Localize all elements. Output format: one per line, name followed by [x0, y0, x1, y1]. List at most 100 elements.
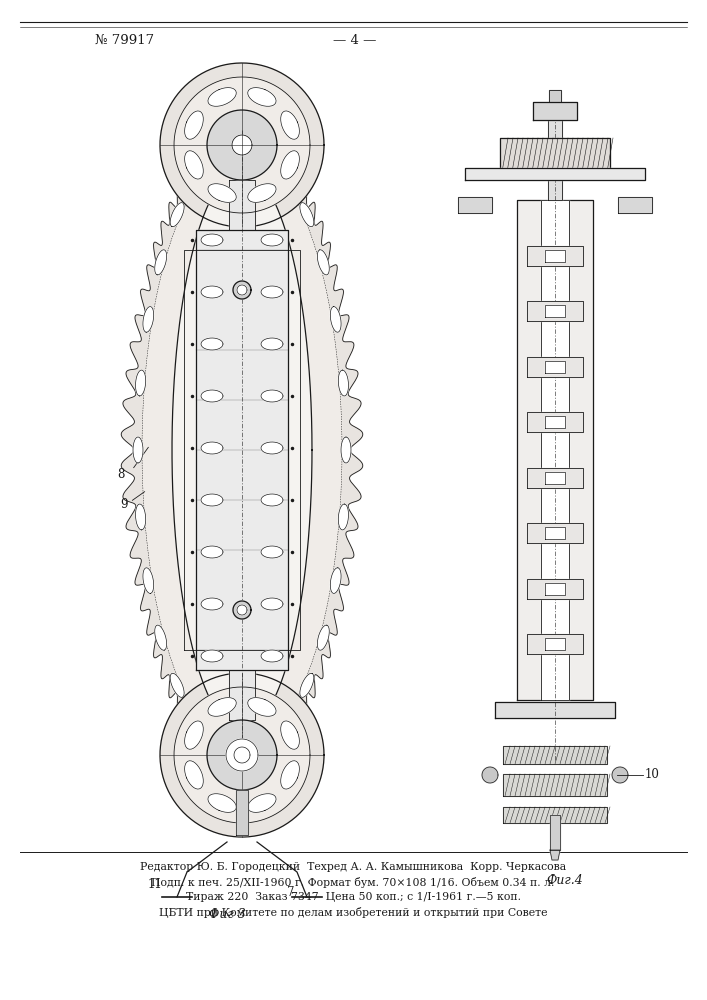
Polygon shape	[300, 673, 314, 697]
Polygon shape	[482, 767, 498, 783]
Polygon shape	[185, 111, 204, 139]
Polygon shape	[550, 815, 560, 850]
Text: — 4 —: — 4 —	[333, 33, 377, 46]
Text: 10: 10	[645, 768, 660, 782]
Polygon shape	[261, 494, 283, 506]
Polygon shape	[232, 135, 252, 155]
Polygon shape	[548, 110, 562, 200]
Polygon shape	[201, 650, 223, 662]
Polygon shape	[550, 850, 560, 860]
Polygon shape	[281, 721, 299, 749]
Polygon shape	[545, 472, 565, 484]
Polygon shape	[545, 583, 565, 595]
Polygon shape	[527, 579, 583, 599]
Polygon shape	[612, 767, 628, 783]
Polygon shape	[549, 90, 561, 102]
Polygon shape	[196, 230, 288, 670]
Polygon shape	[261, 234, 283, 246]
Polygon shape	[339, 370, 349, 396]
Polygon shape	[545, 305, 565, 317]
Polygon shape	[503, 774, 607, 796]
Polygon shape	[133, 437, 143, 463]
Polygon shape	[142, 153, 342, 747]
Polygon shape	[234, 747, 250, 763]
Polygon shape	[247, 88, 276, 106]
Polygon shape	[503, 746, 607, 764]
Polygon shape	[208, 698, 236, 716]
Polygon shape	[330, 307, 341, 332]
Polygon shape	[527, 246, 583, 266]
Text: Фиг 3: Фиг 3	[209, 908, 245, 920]
Polygon shape	[247, 698, 276, 716]
Polygon shape	[527, 357, 583, 377]
Polygon shape	[232, 745, 252, 765]
Polygon shape	[503, 807, 607, 823]
Polygon shape	[229, 670, 255, 720]
Polygon shape	[500, 138, 610, 172]
Polygon shape	[261, 338, 283, 350]
Polygon shape	[208, 735, 230, 752]
Polygon shape	[527, 301, 583, 321]
Polygon shape	[254, 148, 276, 165]
Polygon shape	[527, 412, 583, 432]
Polygon shape	[545, 416, 565, 428]
Polygon shape	[136, 504, 146, 530]
Polygon shape	[172, 170, 312, 730]
Polygon shape	[237, 285, 247, 295]
Text: 7: 7	[287, 886, 295, 898]
Polygon shape	[201, 234, 223, 246]
Polygon shape	[143, 568, 153, 593]
Polygon shape	[281, 111, 299, 139]
Polygon shape	[300, 203, 314, 227]
Polygon shape	[261, 598, 283, 610]
Polygon shape	[533, 102, 577, 120]
Polygon shape	[317, 250, 329, 275]
Polygon shape	[208, 794, 236, 812]
Polygon shape	[174, 687, 310, 823]
Polygon shape	[170, 673, 184, 697]
Polygon shape	[341, 437, 351, 463]
Polygon shape	[155, 625, 167, 650]
Polygon shape	[545, 638, 565, 650]
Polygon shape	[155, 250, 167, 275]
Polygon shape	[281, 761, 299, 789]
Polygon shape	[201, 390, 223, 402]
Polygon shape	[201, 442, 223, 454]
Polygon shape	[330, 568, 341, 593]
Polygon shape	[279, 168, 296, 190]
Polygon shape	[261, 650, 283, 662]
Polygon shape	[281, 151, 299, 179]
Polygon shape	[317, 625, 329, 650]
Polygon shape	[208, 148, 230, 165]
Polygon shape	[458, 197, 492, 213]
Polygon shape	[279, 710, 296, 732]
Polygon shape	[261, 442, 283, 454]
Text: 9: 9	[120, 498, 127, 512]
Text: Тираж 220  Заказ 7347  Цена 50 коп.; с 1/I-1961 г.—5 коп.: Тираж 220 Заказ 7347 Цена 50 коп.; с 1/I…	[185, 892, 520, 902]
Polygon shape	[185, 721, 204, 749]
Polygon shape	[136, 370, 146, 396]
Polygon shape	[207, 720, 277, 790]
Text: 8: 8	[117, 468, 124, 482]
Polygon shape	[517, 200, 593, 700]
Polygon shape	[121, 132, 363, 768]
Polygon shape	[495, 702, 615, 718]
Polygon shape	[229, 180, 255, 230]
Polygon shape	[261, 390, 283, 402]
Polygon shape	[185, 761, 204, 789]
Polygon shape	[143, 307, 153, 332]
Polygon shape	[160, 673, 324, 837]
Polygon shape	[254, 735, 276, 752]
Polygon shape	[618, 197, 652, 213]
Polygon shape	[545, 361, 565, 373]
Polygon shape	[201, 494, 223, 506]
Polygon shape	[237, 605, 247, 615]
Polygon shape	[545, 250, 565, 262]
Polygon shape	[229, 746, 255, 756]
Polygon shape	[247, 184, 276, 202]
Polygon shape	[229, 144, 255, 154]
Polygon shape	[207, 110, 277, 180]
Text: Подп. к печ. 25/XII-1960 г. Формат бум. 70×108 1/16. Объем 0.34 п. л.: Подп. к печ. 25/XII-1960 г. Формат бум. …	[151, 876, 555, 888]
Polygon shape	[339, 504, 349, 530]
Polygon shape	[545, 527, 565, 539]
